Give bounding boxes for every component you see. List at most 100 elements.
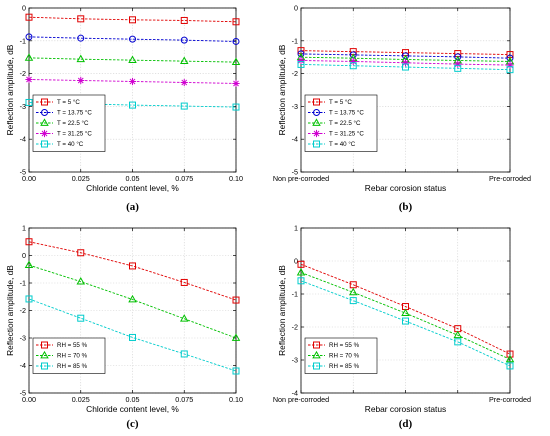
data-point [232,103,240,111]
data-point [506,66,514,74]
legend-marker [40,118,49,126]
series-line [28,298,237,372]
series-5 [297,60,514,74]
y-tick-label: -3 [292,356,298,365]
x-tick-label: 0.10 [229,395,243,404]
y-tick-label: 0 [22,4,26,13]
x-tick-label: 0.075 [175,174,193,183]
legend-marker [312,350,321,359]
data-point [232,37,240,45]
data-point [297,56,305,65]
data-point [25,75,33,84]
legend: T = 5 °C T = 13.75 °C T = 22.5 °C T = 31.25… [32,94,106,152]
panel-label: (b) [399,201,413,213]
data-point [24,260,34,269]
legend-label: T = 31.25 °C [329,131,364,138]
data-point [25,295,33,303]
series-line [300,272,511,360]
x-tick-label: Non pre-corroded [273,395,329,404]
x-tick-label: Pre-corroded [489,174,531,183]
series-1 [25,238,240,304]
panel-label: (c) [126,418,139,430]
legend-label: T = 5 °C [329,99,352,106]
series-4 [297,56,514,69]
data-point [129,333,136,341]
y-tick-label: 1 [22,224,26,233]
legend-label: T = 22.5 °C [329,120,361,127]
legend-label: T = 22.5 °C [57,120,89,127]
series-line [300,63,511,71]
data-point [25,98,33,106]
data-point [349,297,357,305]
legend-marker [41,341,48,349]
data-point [402,52,409,60]
data-point [506,61,514,69]
legend-marker [313,98,320,106]
data-point [296,267,306,276]
y-tick-label: -3 [20,102,26,111]
series-line [300,263,511,355]
data-point [231,333,241,341]
data-point [232,367,240,375]
legend-label: T = 40 °C [329,141,356,148]
data-point [180,78,188,87]
data-point [506,362,514,370]
series-2 [296,267,515,363]
data-point [401,308,410,317]
data-point [129,262,136,270]
series-line [300,280,511,367]
x-tick-label: Non pre-corroded [273,174,329,183]
x-tick-label: 0.05 [126,174,140,183]
series-line [28,36,237,42]
data-point [453,330,463,339]
legend-label: RH = 85 % [329,363,360,370]
x-tick-label: 0.075 [175,395,193,404]
panel-label: (a) [126,201,139,213]
legend-label: RH = 55 % [329,342,360,349]
legend-label: RH = 70 % [57,353,88,360]
legend-label: RH = 55 % [57,342,88,349]
series-line [28,16,237,23]
y-tick-label: -4 [20,135,26,144]
legend-marker [312,118,321,126]
data-point [129,16,136,24]
legend-marker [41,98,48,106]
data-point [25,238,33,246]
data-point [505,354,515,363]
data-point [129,101,136,109]
data-point [179,56,189,65]
data-point [348,287,358,296]
series-2 [24,260,241,341]
legend-marker [313,109,320,116]
data-point [77,15,85,23]
panel-label: (d) [399,418,413,430]
legend-label: RH = 70 % [329,353,360,360]
data-point [454,64,462,72]
legend: T = 5 °C T = 13.75 °C T = 22.5 °C T = 31.25… [304,94,378,152]
legend-label: T = 5 °C [57,99,80,106]
legend-marker [41,140,48,148]
legend-marker [41,109,48,116]
chart-panel-1: 0 -1 -2 -3 -4 -50.00 0.025 0.05 0.075 0.10 Chlorid… [5,4,243,214]
data-point [402,317,409,325]
legend-marker [313,341,320,349]
y-tick-label: -3 [292,102,298,111]
legend-label: T = 13.75 °C [57,110,92,117]
data-point [76,277,86,285]
series-line [28,241,237,301]
x-axis-label: Chloride content level, % [86,404,179,414]
x-axis-label: Rebar corosion status [365,183,446,193]
data-point [76,54,86,63]
data-point [77,314,85,322]
legend: RH = 55 % RH = 70 % RH = 85 % [304,337,378,374]
data-point [77,76,85,85]
y-axis-label: Reflection amplitude, dB [5,265,15,356]
x-tick-label: 0.025 [72,174,90,183]
y-axis-label: Reflection amplitude, dB [277,44,287,135]
data-point [128,77,137,86]
data-point [128,55,137,64]
data-point [232,79,240,88]
y-tick-label: -1 [20,279,26,288]
data-point [25,33,33,41]
